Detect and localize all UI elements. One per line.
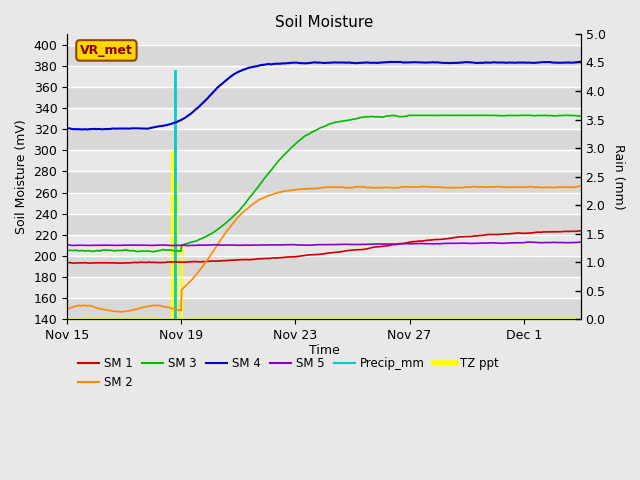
Bar <box>67 214 580 235</box>
Legend: SM 1, SM 2, SM 3, SM 4, SM 5, Precip_mm, TZ ppt: SM 1, SM 2, SM 3, SM 4, SM 5, Precip_mm,… <box>73 352 504 394</box>
Bar <box>67 45 580 66</box>
Bar <box>67 66 580 87</box>
X-axis label: Time: Time <box>308 344 339 357</box>
Bar <box>67 150 580 171</box>
Y-axis label: Soil Moisture (mV): Soil Moisture (mV) <box>15 120 28 234</box>
Bar <box>67 235 580 256</box>
Text: VR_met: VR_met <box>80 44 133 57</box>
Bar <box>67 277 580 298</box>
Bar <box>67 192 580 214</box>
Bar <box>67 87 580 108</box>
Y-axis label: Rain (mm): Rain (mm) <box>612 144 625 209</box>
Title: Soil Moisture: Soil Moisture <box>275 15 373 30</box>
Bar <box>67 108 580 129</box>
Bar <box>67 171 580 192</box>
Bar <box>67 256 580 277</box>
Bar <box>67 129 580 150</box>
Bar <box>67 298 580 319</box>
